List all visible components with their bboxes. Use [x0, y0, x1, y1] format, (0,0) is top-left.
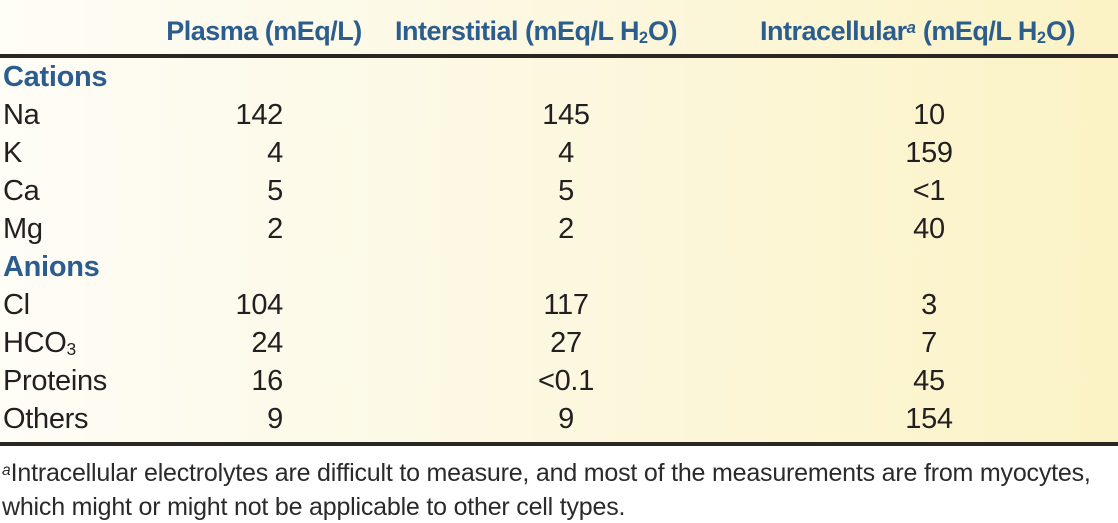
table-header-row: Plasma (mEq/L) Interstitial (mEq/L H2O) …	[0, 0, 1118, 54]
value-intracellular: 159	[905, 136, 953, 169]
row-label: Cl	[3, 288, 30, 321]
row-label: Mg	[3, 212, 43, 245]
value-intracellular: 10	[913, 98, 945, 131]
value-interstitial: 5	[558, 174, 574, 207]
value-interstitial: 4	[558, 136, 574, 169]
value-intracellular: 154	[905, 402, 953, 435]
value-plasma: 2	[267, 212, 283, 245]
section-label: Anions	[3, 250, 100, 283]
value-interstitial: 117	[543, 288, 589, 321]
row-label: Others	[3, 402, 89, 435]
table-bottom-rule	[0, 442, 1118, 446]
value-intracellular: 40	[913, 212, 945, 245]
value-intracellular: <1	[912, 174, 946, 207]
value-plasma: 9	[267, 402, 283, 435]
value-interstitial: 145	[542, 98, 590, 131]
value-plasma: 104	[235, 288, 284, 321]
column-header-intracellular: Intracellulara (mEq/L H2O)	[760, 16, 1075, 47]
table-body: Cations Na 142 145 10 K 4 4 159 Ca 5 5 <1 Mg 2 2 40 Anion…	[0, 58, 1118, 442]
value-interstitial: <0.1	[537, 364, 595, 397]
footnote-text: Intracellular electrolytes are difficult…	[2, 459, 1091, 521]
row-label: Ca	[3, 174, 40, 207]
row-label: K	[3, 136, 23, 169]
header-divider-rule	[0, 54, 1118, 58]
value-plasma: 4	[267, 136, 283, 169]
footnote-marker: a	[2, 462, 11, 480]
value-intracellular: 3	[921, 288, 937, 321]
value-intracellular: 45	[913, 364, 945, 397]
value-plasma: 16	[251, 364, 283, 397]
row-label: Na	[3, 98, 40, 131]
value-interstitial: 27	[550, 326, 582, 359]
section-label: Cations	[3, 60, 108, 93]
table-surface: Plasma (mEq/L) Interstitial (mEq/L H2O) …	[0, 0, 1118, 446]
column-header-interstitial: Interstitial (mEq/L H2O)	[394, 16, 678, 47]
value-plasma: 5	[267, 174, 283, 207]
value-intracellular: 7	[921, 326, 937, 359]
value-plasma: 142	[235, 98, 284, 131]
value-interstitial: 2	[558, 212, 574, 245]
column-header-plasma: Plasma (mEq/L)	[166, 16, 362, 46]
row-label: Proteins	[3, 364, 107, 397]
value-plasma: 24	[251, 326, 283, 359]
value-interstitial: 9	[558, 402, 574, 435]
row-label: HCO3	[3, 326, 77, 359]
table-footnote: aIntracellular electrolytes are difficul…	[2, 458, 1092, 523]
